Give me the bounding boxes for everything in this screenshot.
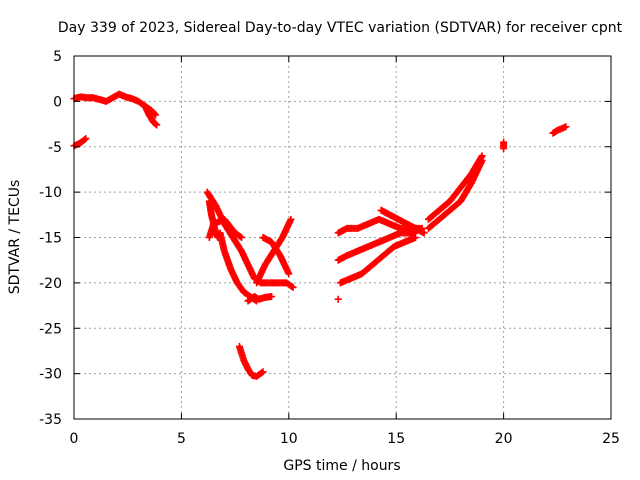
data-point (412, 234, 420, 241)
data-point (268, 292, 276, 300)
y-tick-label: -5 (48, 140, 62, 156)
series-arc-16 (424, 152, 486, 223)
series-arc-5 (205, 197, 261, 305)
x-tick-label: 0 (70, 431, 79, 447)
data-point (236, 233, 244, 241)
series-arc-9 (259, 234, 293, 278)
series-arc-2 (141, 102, 161, 129)
x-tick-label: 15 (387, 431, 405, 447)
series-arc-10 (235, 342, 267, 380)
y-tick-labels: 5 0 -5 -10 -15 -20 -25 -30 -35 (39, 49, 62, 428)
data-point (258, 369, 266, 377)
y-tick-label: -10 (39, 185, 62, 201)
data-point (285, 270, 293, 278)
y-tick-label: 5 (53, 49, 62, 65)
data-point (478, 152, 486, 160)
y-tick-label: 0 (53, 94, 62, 110)
data-point (562, 123, 570, 131)
x-tick-label: 25 (602, 431, 620, 447)
data-point (259, 368, 267, 376)
x-tick-label: 5 (177, 431, 186, 447)
y-tick-label: -25 (39, 321, 62, 337)
series-arc-7 (244, 292, 276, 305)
x-tick-labels: 0 5 10 15 20 25 (70, 431, 620, 447)
data-point (287, 215, 295, 223)
series-arc-3 (70, 135, 90, 150)
data-point (238, 234, 246, 241)
data-point (334, 295, 342, 303)
x-tick-label: 10 (280, 431, 298, 447)
data-point (289, 283, 297, 291)
y-tick-label: -20 (39, 276, 62, 292)
y-tick-label: -35 (39, 412, 62, 428)
data-point (81, 135, 89, 143)
x-axis-label: GPS time / hours (283, 458, 400, 474)
series-arc-13 (336, 234, 420, 287)
data-points (70, 90, 570, 380)
series-arc-12 (334, 224, 426, 264)
series-arc-19 (549, 123, 570, 137)
series-arc-18 (500, 138, 508, 153)
y-tick-label: -15 (39, 231, 62, 247)
axis-ticks (73, 55, 612, 420)
data-point (153, 121, 161, 129)
data-point (82, 135, 90, 143)
y-axis-label: SDTVAR / TECUs (7, 180, 23, 295)
data-point (420, 229, 428, 237)
data-point (288, 283, 296, 291)
data-point (500, 145, 508, 153)
data-point (152, 120, 160, 128)
data-point (151, 110, 159, 118)
x-tick-label: 20 (495, 431, 513, 447)
data-point (152, 111, 160, 119)
series-arc-17 (334, 295, 342, 303)
chart-title: Day 339 of 2023, Sidereal Day-to-day VTE… (58, 20, 623, 36)
y-tick-label: -30 (39, 367, 62, 383)
series-arc-14 (377, 206, 428, 237)
series-arc-6 (205, 215, 246, 241)
series-arc-15 (424, 156, 486, 232)
